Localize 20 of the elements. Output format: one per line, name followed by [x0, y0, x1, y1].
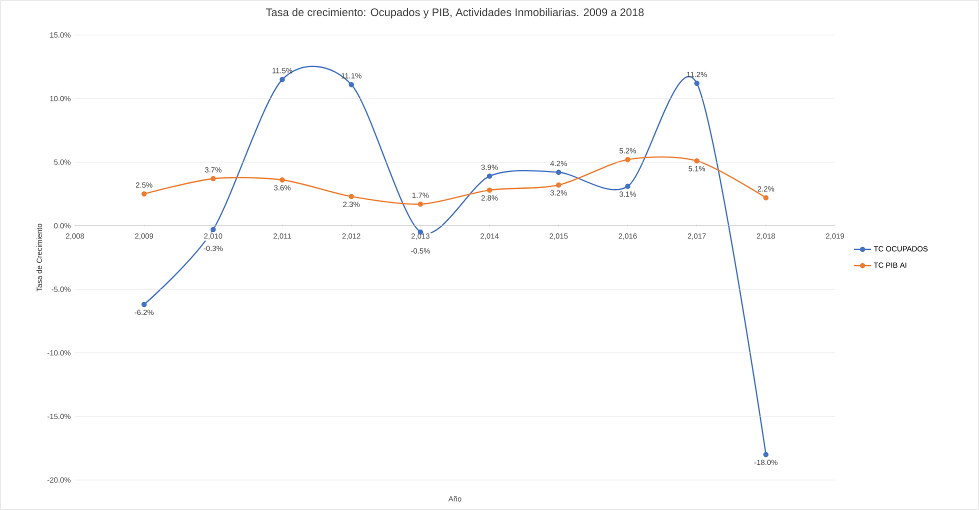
point — [486, 187, 492, 193]
point — [625, 184, 630, 189]
point — [210, 176, 216, 182]
point — [418, 201, 424, 207]
point — [348, 194, 354, 200]
point — [625, 156, 630, 162]
point — [763, 452, 769, 458]
point — [210, 226, 216, 232]
point — [763, 195, 769, 200]
point — [556, 182, 562, 188]
point — [280, 177, 285, 183]
point — [486, 173, 492, 179]
point — [348, 82, 354, 88]
chart-title: Tasa de crecimiento: Ocupados y PIB, Actividades Inmobiliarias. 2009 a 2018 — [266, 8, 644, 18]
point — [141, 302, 147, 308]
point — [141, 191, 147, 197]
point — [556, 170, 562, 175]
point — [694, 158, 700, 164]
point — [280, 76, 285, 82]
point — [694, 80, 700, 86]
